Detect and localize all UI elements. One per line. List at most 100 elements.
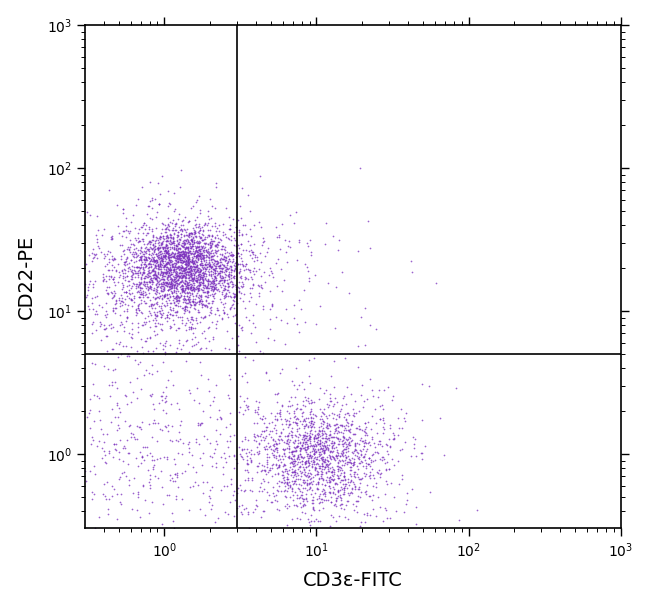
Point — [319, 447, 330, 456]
Point — [307, 498, 317, 507]
Point — [306, 441, 316, 450]
Point — [127, 430, 138, 439]
Point — [204, 231, 214, 240]
Point — [270, 444, 280, 453]
Point — [161, 242, 171, 251]
Point — [99, 437, 109, 447]
Point — [185, 347, 195, 357]
Point — [118, 282, 128, 292]
Point — [317, 467, 327, 476]
Point — [184, 325, 194, 334]
Point — [265, 287, 275, 296]
Point — [133, 359, 144, 369]
Point — [317, 407, 327, 417]
Point — [188, 251, 199, 261]
Point — [151, 314, 161, 324]
Point — [162, 454, 172, 464]
Point — [172, 231, 182, 240]
Point — [372, 467, 382, 477]
Point — [183, 253, 194, 263]
Point — [136, 342, 147, 352]
Point — [377, 400, 387, 410]
Point — [313, 469, 323, 479]
Point — [142, 292, 153, 302]
Point — [126, 249, 136, 259]
Point — [356, 445, 366, 455]
Point — [350, 445, 361, 455]
Point — [183, 322, 194, 332]
Point — [141, 261, 151, 271]
Point — [350, 450, 361, 460]
Point — [163, 251, 174, 261]
Point — [120, 257, 131, 266]
Point — [258, 411, 268, 421]
Point — [327, 432, 337, 441]
Point — [260, 444, 270, 454]
Point — [186, 325, 196, 334]
Point — [285, 419, 295, 429]
Point — [202, 262, 213, 272]
Point — [118, 226, 128, 236]
Point — [209, 278, 220, 288]
Point — [242, 509, 253, 518]
Point — [156, 253, 166, 263]
Point — [167, 233, 177, 243]
Point — [196, 233, 207, 243]
Point — [179, 240, 190, 249]
Point — [213, 263, 224, 273]
Point — [209, 255, 219, 265]
Point — [288, 467, 298, 477]
Point — [153, 178, 164, 188]
Point — [138, 276, 149, 286]
Point — [272, 463, 283, 473]
Point — [105, 246, 115, 256]
Point — [124, 280, 134, 290]
Point — [181, 299, 191, 308]
Point — [166, 281, 177, 291]
Point — [98, 277, 108, 287]
Point — [382, 447, 392, 456]
Point — [292, 435, 303, 445]
Point — [232, 298, 242, 308]
Point — [89, 249, 99, 259]
Point — [195, 274, 205, 284]
Point — [138, 480, 149, 490]
Point — [191, 257, 202, 266]
Point — [146, 392, 157, 401]
Point — [261, 367, 272, 377]
Point — [175, 273, 185, 282]
Point — [180, 279, 190, 289]
Point — [387, 434, 398, 444]
Point — [114, 424, 124, 433]
Point — [159, 254, 170, 263]
Point — [305, 441, 315, 451]
Point — [136, 260, 146, 270]
Point — [124, 351, 134, 361]
Point — [220, 272, 230, 282]
Point — [240, 400, 251, 410]
Point — [274, 450, 285, 459]
Point — [126, 274, 136, 284]
Point — [150, 288, 160, 298]
Point — [306, 456, 317, 466]
Point — [252, 501, 262, 511]
Point — [206, 305, 216, 315]
Point — [331, 495, 341, 505]
Point — [240, 273, 250, 282]
Point — [277, 477, 287, 487]
Point — [378, 452, 388, 461]
Point — [290, 444, 300, 453]
Point — [299, 415, 309, 425]
Point — [318, 429, 329, 438]
Point — [328, 432, 338, 442]
Point — [331, 452, 341, 461]
Point — [124, 449, 135, 458]
Point — [162, 230, 173, 240]
Point — [129, 293, 139, 303]
Point — [282, 499, 293, 509]
Point — [135, 267, 145, 277]
Point — [217, 241, 228, 251]
Point — [138, 288, 148, 297]
Point — [214, 263, 225, 273]
Point — [294, 454, 305, 464]
